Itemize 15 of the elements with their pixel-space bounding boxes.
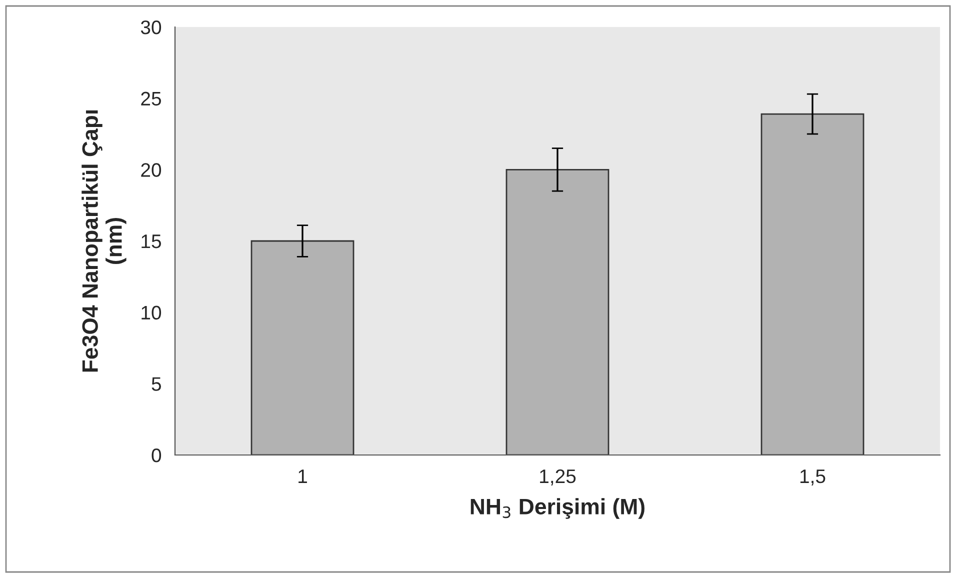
y-tick-label: 25 bbox=[141, 92, 161, 106]
y-axis-title: Fe3O4 Nanopartikül Çapı (nm) bbox=[82, 110, 126, 372]
y-tick-label: 5 bbox=[152, 377, 161, 391]
y-tick-label: 15 bbox=[142, 234, 161, 248]
y-tick-label: 20 bbox=[141, 163, 162, 177]
x-tick-label: 1 bbox=[298, 470, 307, 483]
bar bbox=[250, 240, 354, 455]
y-tick-label: 30 bbox=[140, 20, 162, 34]
y-tick-label: 10 bbox=[142, 306, 162, 320]
bar bbox=[506, 168, 610, 455]
x-tick-label: 1,5 bbox=[800, 470, 826, 486]
bar bbox=[760, 113, 864, 455]
x-axis-title: NH$_{3}$ Derişimi (M) bbox=[470, 498, 644, 519]
x-tick-label: 1,25 bbox=[540, 469, 576, 486]
y-tick-label: 0 bbox=[152, 448, 162, 462]
